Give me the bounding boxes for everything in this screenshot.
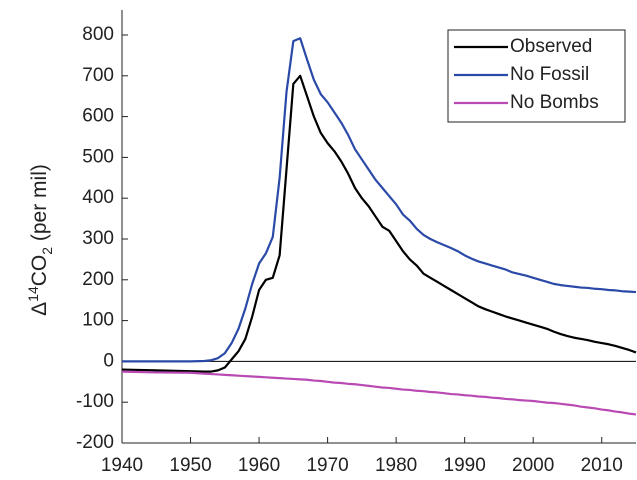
y-tick-label: -100 xyxy=(76,391,114,412)
y-tick-label: 800 xyxy=(82,24,114,45)
y-tick-label: 300 xyxy=(82,228,114,249)
x-tick-label: 2010 xyxy=(581,455,623,476)
y-tick-label: -200 xyxy=(76,432,114,453)
legend-label: No Fossil xyxy=(510,64,589,85)
legend-label: No Bombs xyxy=(510,92,599,113)
x-tick-label: 1970 xyxy=(306,455,348,476)
y-label-part: 2 xyxy=(39,247,55,255)
series-line xyxy=(121,74,637,373)
series-line xyxy=(121,370,637,416)
x-tick-label: 1950 xyxy=(169,455,211,476)
y-label-part: Δ xyxy=(28,302,51,316)
x-tick-label: 1940 xyxy=(101,455,143,476)
x-tick-label: 2000 xyxy=(512,455,554,476)
y-label-part: (per mil) xyxy=(28,164,51,247)
y-label-part: 14 xyxy=(25,286,41,302)
y-axis-label: Δ14CO2 (per mil) xyxy=(25,164,55,316)
legend-label: Observed xyxy=(510,36,592,57)
y-tick-label: 100 xyxy=(82,310,114,331)
y-tick-label: 600 xyxy=(82,106,114,127)
series-line xyxy=(122,37,637,363)
y-tick-label: 500 xyxy=(82,146,114,167)
x-tick-label: 1990 xyxy=(444,455,486,476)
x-tick-label: 1980 xyxy=(375,455,417,476)
y-tick-label: 200 xyxy=(82,269,114,290)
y-label-part: CO xyxy=(28,255,51,287)
x-tick-label: 1960 xyxy=(238,455,280,476)
y-tick-label: 400 xyxy=(82,187,114,208)
y-tick-label: 700 xyxy=(82,65,114,86)
y-tick-label: 0 xyxy=(103,350,114,371)
